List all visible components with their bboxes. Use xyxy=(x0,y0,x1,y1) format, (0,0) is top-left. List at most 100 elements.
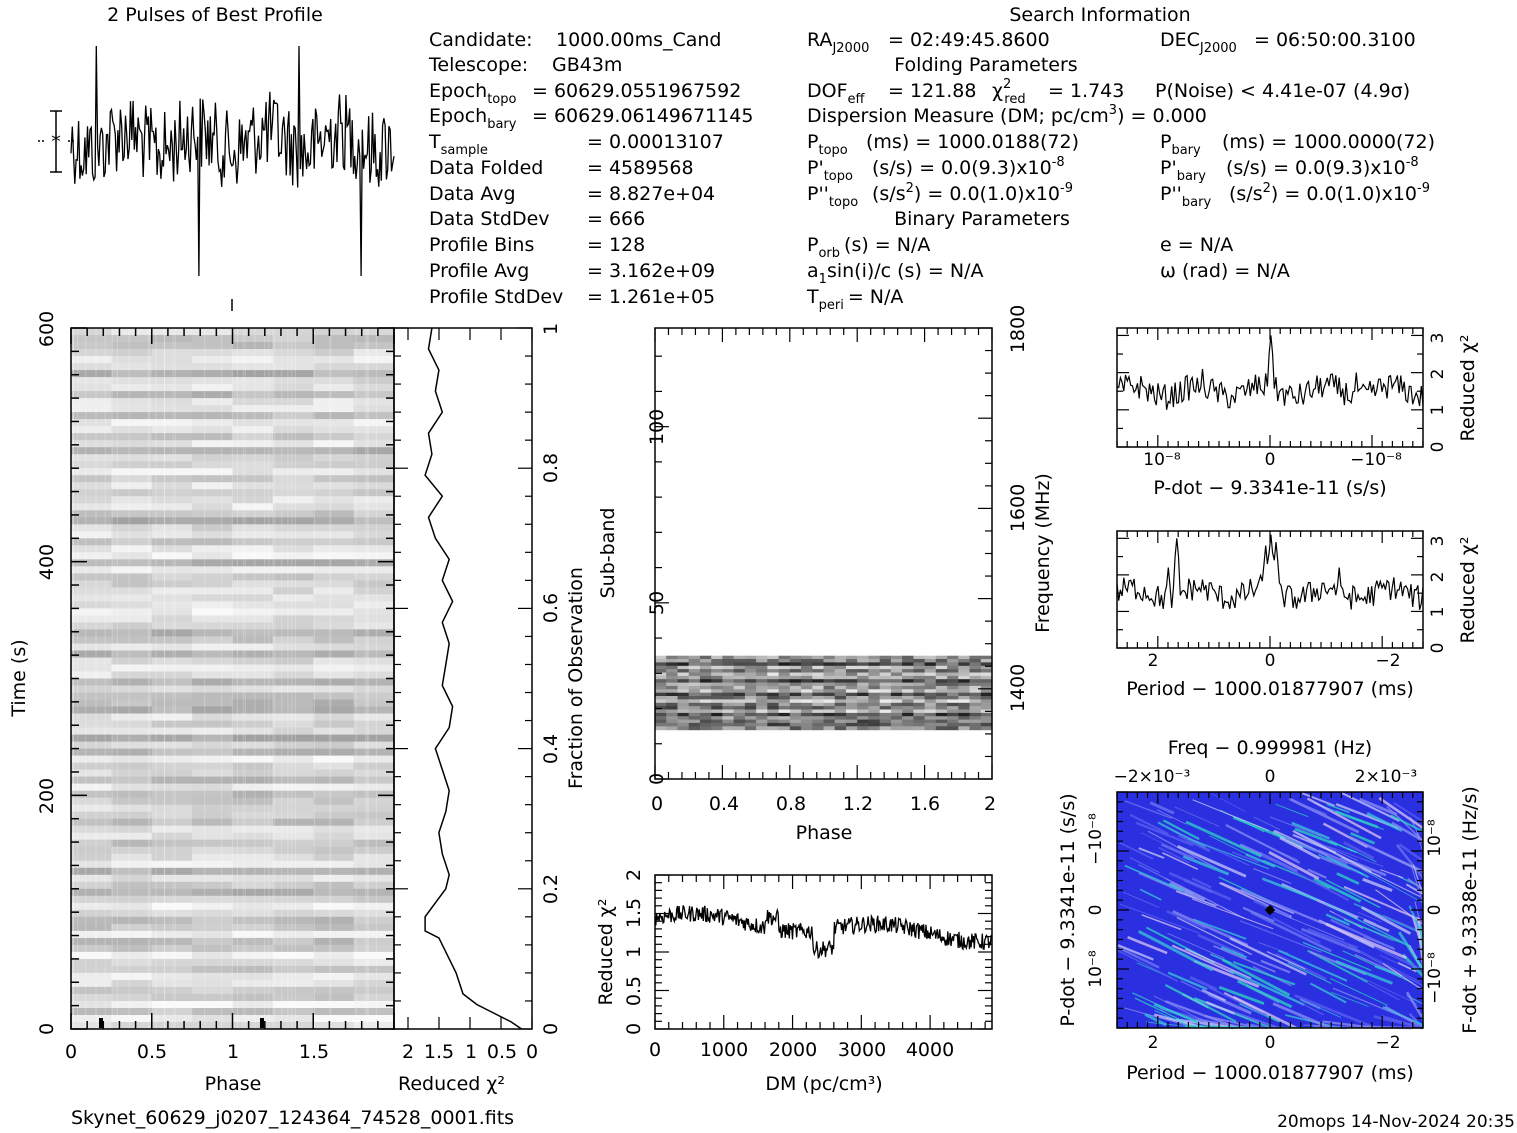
pp-ytick-1: 1 xyxy=(1428,607,1448,618)
pp-ytick-3: 3 xyxy=(1428,536,1448,547)
ppm-xlabel: Period − 1000.01877907 (ms) xyxy=(1126,1062,1414,1084)
tp-ylabel: Time (s) xyxy=(8,639,30,717)
ppm-xtick-1: 0 xyxy=(1265,1033,1276,1053)
tp-xtick-0: 0 xyxy=(65,1041,77,1063)
tp-xtick-2: 1 xyxy=(227,1041,239,1063)
telescope-label: Telescope: xyxy=(428,54,528,76)
tp-ytick-3: 600 xyxy=(36,311,58,347)
dof-label: DOFeff xyxy=(807,80,866,107)
ct-xlabel: Reduced χ² xyxy=(398,1073,505,1095)
data-stddev-value: = 666 xyxy=(587,208,645,230)
chi2-label: χ2 red xyxy=(992,77,1026,107)
tp-xlabel: Phase xyxy=(205,1073,262,1095)
tp-ytick-2: 400 xyxy=(36,544,58,580)
ct-xtick-2: 1 xyxy=(465,1041,477,1063)
epoch-topo-label: Epochtopo xyxy=(429,80,516,107)
pd-ylabel: Reduced χ² xyxy=(1457,335,1479,442)
pd-ytick-2: 2 xyxy=(1428,369,1448,380)
footer-stamp: 20mops 14-Nov-2024 20:35 xyxy=(1277,1112,1515,1132)
time-phase-plot: 0 0.5 1 1.5 Phase 0 200 400 600 Time (s) xyxy=(8,311,395,1095)
pd-xtick-0: 10⁻⁸ xyxy=(1143,450,1181,470)
sb-xtick-0: 0 xyxy=(651,793,663,815)
ppm-ytick-0: 10⁻⁸ xyxy=(1086,950,1106,988)
pp-ytick-2: 2 xyxy=(1428,572,1448,583)
pp-xtick-2: −2 xyxy=(1375,651,1400,671)
ppm-x2tick-2: 2×10⁻³ xyxy=(1355,767,1417,787)
telescope-value: GB43m xyxy=(552,54,622,76)
pddot-bary-value: (s/s2) = 0.0(1.0)x10-9 xyxy=(1229,181,1430,205)
ptopo-value: (ms) = 1000.0188(72) xyxy=(866,131,1079,153)
ct-ytick-5: 1 xyxy=(540,323,562,335)
folding-params-title: Folding Parameters xyxy=(894,54,1077,76)
porb-label: Porb (s) = N/A xyxy=(807,234,930,261)
chi2-dm-plot: 0 1000 2000 3000 4000 DM (pc/cm³) 0 0.5 … xyxy=(595,869,993,1095)
ppm-x2tick-1: 0 xyxy=(1265,767,1276,787)
dec-label: DECJ2000 xyxy=(1160,29,1237,56)
info-mid: RAJ2000 = 02:49:45.8600 Folding Paramete… xyxy=(806,29,1207,313)
sb-ytick-0: 0 xyxy=(646,773,668,785)
profile-errorbar-star: * xyxy=(51,131,61,153)
ra-label: RAJ2000 xyxy=(807,29,869,56)
epoch-bary-label: Epochbary xyxy=(429,105,517,132)
candidate-label: Candidate: xyxy=(429,29,533,51)
profile-line xyxy=(70,45,395,277)
subband-phase-plot: 0 0.4 0.8 1.2 1.6 2 Phase 0 50 100 Sub-b… xyxy=(597,305,1054,844)
pddot-topo-value: (s/s2) = 0.0(1.0)x10-9 xyxy=(872,181,1073,205)
pd-ytick-1: 1 xyxy=(1428,405,1448,416)
sb-y2tick-1: 1600 xyxy=(1007,484,1029,532)
ppm-y2tick-0: −10⁻⁸ xyxy=(1425,952,1445,1004)
ct-ytick-0: 0 xyxy=(540,1023,562,1035)
sb-xlabel: Phase xyxy=(796,822,853,844)
dm-ytick-4: 2 xyxy=(623,869,645,881)
ct-ylabel: Fraction of Observation xyxy=(565,567,587,789)
dm-ytick-1: 0.5 xyxy=(623,976,645,1006)
profile-avg-label: Profile Avg xyxy=(429,260,529,282)
info-left: Candidate: 1000.00ms_Cand Telescope: GB4… xyxy=(428,29,753,308)
profile-avg-value: = 3.162e+09 xyxy=(587,260,715,282)
pp-xlabel: Period − 1000.01877907 (ms) xyxy=(1126,678,1414,700)
binary-params-title: Binary Parameters xyxy=(894,208,1070,230)
pddot-topo-label: P''topo xyxy=(807,183,858,210)
pd-xtick-2: −10⁻⁸ xyxy=(1350,450,1402,470)
profile-title: 2 Pulses of Best Profile xyxy=(107,4,323,26)
profile-bins-label: Profile Bins xyxy=(429,234,534,256)
search-info-title: Search Information xyxy=(1009,4,1190,26)
tp-ytick-1: 200 xyxy=(36,778,58,814)
dm-line: Dispersion Measure (DM; pc/cm3) = 0.000 xyxy=(807,103,1207,127)
chi2-pdot-plot: 10⁻⁸ 0 −10⁻⁸ P-dot − 9.3341e-11 (s/s) 0 … xyxy=(1116,327,1479,499)
a1sini-line: a1sin(i)/c (s) = N/A xyxy=(807,260,983,287)
pnoise-value: P(Noise) < 4.41e-07 (4.9σ) xyxy=(1155,80,1410,102)
pdot-bary-value: (s/s) = 0.0(9.3)x10-8 xyxy=(1226,155,1419,179)
data-avg-value: = 8.827e+04 xyxy=(587,183,715,205)
eccentricity-value: e = N/A xyxy=(1160,234,1233,256)
ppm-y2label: F-dot + 9.3338e-11 (Hz/s) xyxy=(1459,786,1481,1034)
ct-ytick-3: 0.6 xyxy=(540,593,562,623)
profile-errorbar xyxy=(38,110,74,173)
tsample-value: = 0.00013107 xyxy=(587,131,724,153)
dm-ytick-3: 1.5 xyxy=(623,898,645,928)
subband-image xyxy=(655,655,993,731)
profile-plot: * xyxy=(38,45,395,311)
ct-ytick-2: 0.4 xyxy=(540,734,562,764)
chi2-time-line xyxy=(424,327,523,1030)
ppm-x2tick-0: −2×10⁻³ xyxy=(1114,767,1191,787)
pd-ytick-0: 0 xyxy=(1428,442,1448,453)
pdot-topo-value: (s/s) = 0.0(9.3)x10-8 xyxy=(872,155,1065,179)
ct-xtick-3: 0.5 xyxy=(487,1041,517,1063)
sb-y2tick-0: 1400 xyxy=(1007,664,1029,712)
tp-ytick-0: 0 xyxy=(36,1023,58,1035)
tp-xtick-1: 0.5 xyxy=(137,1041,167,1063)
pp-xtick-1: 0 xyxy=(1265,651,1276,671)
candidate-value: 1000.00ms_Cand xyxy=(556,29,722,51)
dm-xtick-1: 1000 xyxy=(700,1039,748,1061)
profile-bins-value: = 128 xyxy=(587,234,645,256)
time-phase-image xyxy=(71,328,395,1030)
tperi-label: Tperi = N/A xyxy=(806,286,903,313)
dm-xtick-2: 2000 xyxy=(769,1039,817,1061)
chi2-time-plot: 2 1.5 1 0.5 0 Reduced χ² 0 0.2 0.4 0.6 0… xyxy=(393,323,587,1095)
ppm-xtick-0: 2 xyxy=(1148,1033,1159,1053)
sb-xtick-3: 1.2 xyxy=(843,793,873,815)
dm-ytick-2: 1 xyxy=(623,946,645,958)
sb-xtick-2: 0.8 xyxy=(776,793,806,815)
